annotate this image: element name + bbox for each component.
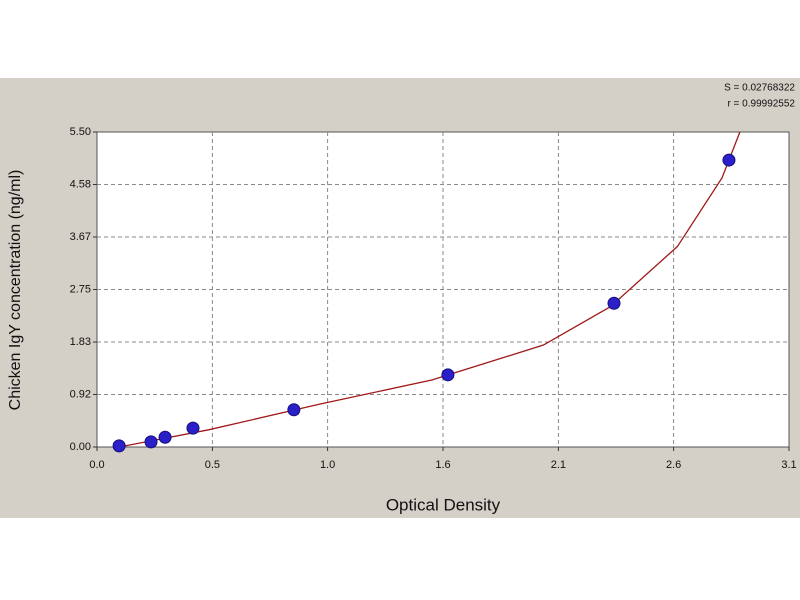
annotation: r = 0.99992552 bbox=[727, 99, 795, 110]
y-tick-label: 5.50 bbox=[70, 126, 91, 138]
x-tick-label: 1.6 bbox=[435, 459, 450, 471]
fit-curve bbox=[119, 131, 741, 448]
data-point bbox=[441, 368, 455, 382]
x-tick-label: 0.0 bbox=[89, 459, 104, 471]
data-point bbox=[607, 296, 621, 310]
y-tick-label: 4.58 bbox=[70, 178, 91, 190]
x-tick-label: 2.6 bbox=[666, 459, 681, 471]
data-point bbox=[722, 153, 736, 167]
y-tick-label: 0.00 bbox=[70, 441, 91, 453]
data-point bbox=[112, 439, 126, 453]
y-tick-label: 2.75 bbox=[70, 283, 91, 295]
annotation: S = 0.02768322 bbox=[724, 83, 795, 94]
y-tick-label: 0.92 bbox=[70, 388, 91, 400]
data-point bbox=[158, 430, 172, 444]
y-tick-label: 3.67 bbox=[70, 231, 91, 243]
data-point bbox=[287, 403, 301, 417]
data-point bbox=[144, 435, 158, 449]
x-tick-label: 0.5 bbox=[205, 459, 220, 471]
y-tick-label: 1.83 bbox=[70, 336, 91, 348]
x-tick-label: 3.1 bbox=[781, 459, 796, 471]
y-axis-label: Chicken IgY concentration (ng/ml) bbox=[7, 170, 24, 411]
x-axis-label: Optical Density bbox=[386, 495, 501, 514]
x-tick-label: 2.1 bbox=[551, 459, 566, 471]
x-tick-label: 1.0 bbox=[320, 459, 335, 471]
data-point bbox=[186, 421, 200, 435]
